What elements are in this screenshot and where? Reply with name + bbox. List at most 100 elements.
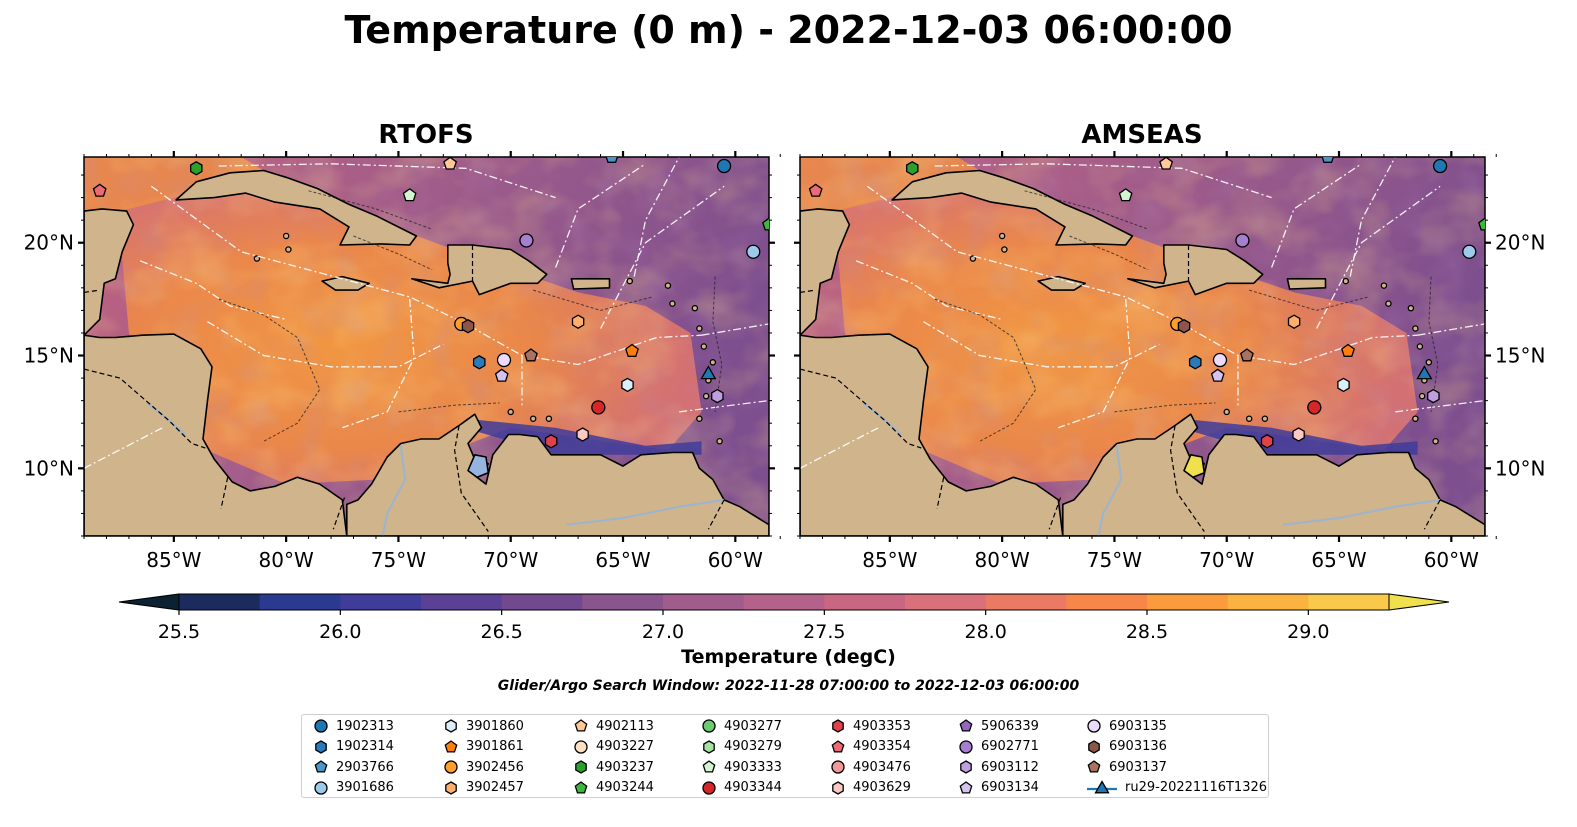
float-marker-3901861 xyxy=(625,343,639,357)
colorbar-segment xyxy=(340,594,422,610)
island xyxy=(1261,415,1269,422)
legend-label: 6903135 xyxy=(1109,718,1167,734)
colorbar-segment xyxy=(824,594,906,610)
legend-pentagon-icon xyxy=(574,719,588,732)
island xyxy=(1223,408,1230,416)
legend-marker-icon xyxy=(959,780,973,794)
legend-label: 6902771 xyxy=(981,739,1039,754)
island xyxy=(1412,415,1419,422)
colorbar-segment xyxy=(501,594,583,610)
legend-item-4903353: 4903353 xyxy=(829,716,911,736)
island xyxy=(709,359,717,366)
float-marker-6903134 xyxy=(494,368,509,382)
panel-title-amseas: AMSEAS xyxy=(1081,120,1203,150)
colorbar-tick-label: 28.0 xyxy=(965,621,1007,643)
bathymetry-contour xyxy=(533,289,653,311)
legend-label: 3901860 xyxy=(466,718,524,734)
legend-item-3902457: 3902457 xyxy=(442,778,524,798)
legend-marker-icon xyxy=(575,760,587,774)
legend-marker-icon xyxy=(960,760,972,774)
legend-label: 4903279 xyxy=(724,739,782,754)
float-marker-ru29-20221116T1326 xyxy=(700,365,717,380)
island xyxy=(545,415,553,422)
legend-item-4903237: 4903237 xyxy=(572,757,654,777)
float-marker-4902113 xyxy=(443,157,458,170)
map-panel-amseas: 85°W 80°W 75°W 70°W 65°W 60°W 20°N 15°N 10°N xyxy=(794,151,1545,572)
y-tick-label: 10°N xyxy=(24,456,74,480)
colorbar-extend-high xyxy=(1388,593,1450,611)
legend-pentagon-icon xyxy=(314,760,328,773)
island xyxy=(1001,246,1008,253)
legend-label: 5906339 xyxy=(981,718,1039,734)
legend-circle-icon xyxy=(444,760,458,774)
country-border xyxy=(220,477,229,510)
legend-label: 4903629 xyxy=(853,780,911,795)
bathymetry-contour xyxy=(353,235,433,271)
bathymetry-contour xyxy=(1428,276,1439,412)
bathymetry-contour xyxy=(398,402,500,413)
legend-hexagon-icon xyxy=(575,760,587,774)
legend-item-5906339: 5906339 xyxy=(957,716,1039,736)
float-marker-4903333 xyxy=(402,188,417,202)
float-marker-1902314 xyxy=(472,355,486,370)
land-puertoRico xyxy=(1286,278,1327,290)
legend-label: 1902313 xyxy=(336,718,394,734)
country-border xyxy=(332,497,346,530)
float-marker-6903136 xyxy=(1177,318,1191,334)
legend-pentagon-icon xyxy=(959,780,973,794)
float-marker-3901860 xyxy=(1337,377,1350,393)
island xyxy=(285,246,292,253)
colorbar-segment xyxy=(1227,594,1309,610)
eez-boundary xyxy=(1395,399,1485,413)
legend-label: 4903353 xyxy=(853,718,911,734)
legend-marker-icon xyxy=(574,739,588,754)
eez-boundary xyxy=(923,321,1160,368)
legend-label: 6903137 xyxy=(1109,759,1167,775)
land-cuba xyxy=(891,169,1134,246)
colorbar-segment xyxy=(1066,594,1148,610)
float-marker-2903766 xyxy=(1321,157,1335,163)
legend-item-3901861: 3901861 xyxy=(442,737,524,757)
legend-hexagon-icon xyxy=(832,719,844,733)
legend-label: 3901686 xyxy=(336,780,394,795)
legend-marker-icon xyxy=(702,760,716,773)
legend-pentagon-icon xyxy=(574,780,588,794)
land-mexico xyxy=(800,208,851,336)
legend-label: 4903476 xyxy=(853,759,911,775)
float-marker-6903137 xyxy=(524,348,538,362)
island xyxy=(1425,359,1433,366)
colorbar-segment xyxy=(259,594,341,610)
float-marker-3902457 xyxy=(571,314,585,329)
island xyxy=(664,282,672,289)
island xyxy=(1416,343,1424,350)
legend-hexagon-icon xyxy=(315,739,327,754)
y-tick-label: 20°N xyxy=(1495,231,1545,255)
float-marker-4903333 xyxy=(1118,188,1133,202)
legend-label: 4903333 xyxy=(724,759,782,775)
float-marker-6902771 xyxy=(1235,233,1250,248)
country-border xyxy=(1048,497,1062,530)
bathymetry-contour xyxy=(712,276,723,412)
legend-circle-icon xyxy=(831,760,845,774)
eez-boundary xyxy=(934,163,1272,199)
legend-circle-icon xyxy=(959,739,973,754)
eez-boundary xyxy=(1316,185,1441,329)
legend-item-4903279: 4903279 xyxy=(700,737,782,757)
legend-label: 3902456 xyxy=(466,759,524,775)
colorbar: 25.5 26.0 26.5 27.0 27.5 28.0 28.5 29.0 xyxy=(118,593,1450,643)
legend-marker-icon xyxy=(831,739,845,753)
legend-marker-icon xyxy=(574,780,588,794)
legend-item-6903134: 6903134 xyxy=(957,778,1039,798)
legend-pentagon-icon xyxy=(959,719,973,732)
legend-marker-icon xyxy=(1087,779,1117,793)
legend-item-3902456: 3902456 xyxy=(442,757,524,777)
x-tick-label: 60°W xyxy=(708,548,763,572)
float-marker-4903237 xyxy=(906,161,919,176)
colorbar-segment xyxy=(1308,594,1390,610)
map-frame xyxy=(799,156,1486,537)
legend-pentagon-icon xyxy=(1087,760,1101,773)
island xyxy=(282,232,290,240)
eez-boundary xyxy=(1270,163,1362,268)
colorbar-tick-label: 27.5 xyxy=(803,621,845,643)
bathymetry-contour xyxy=(1249,289,1369,311)
